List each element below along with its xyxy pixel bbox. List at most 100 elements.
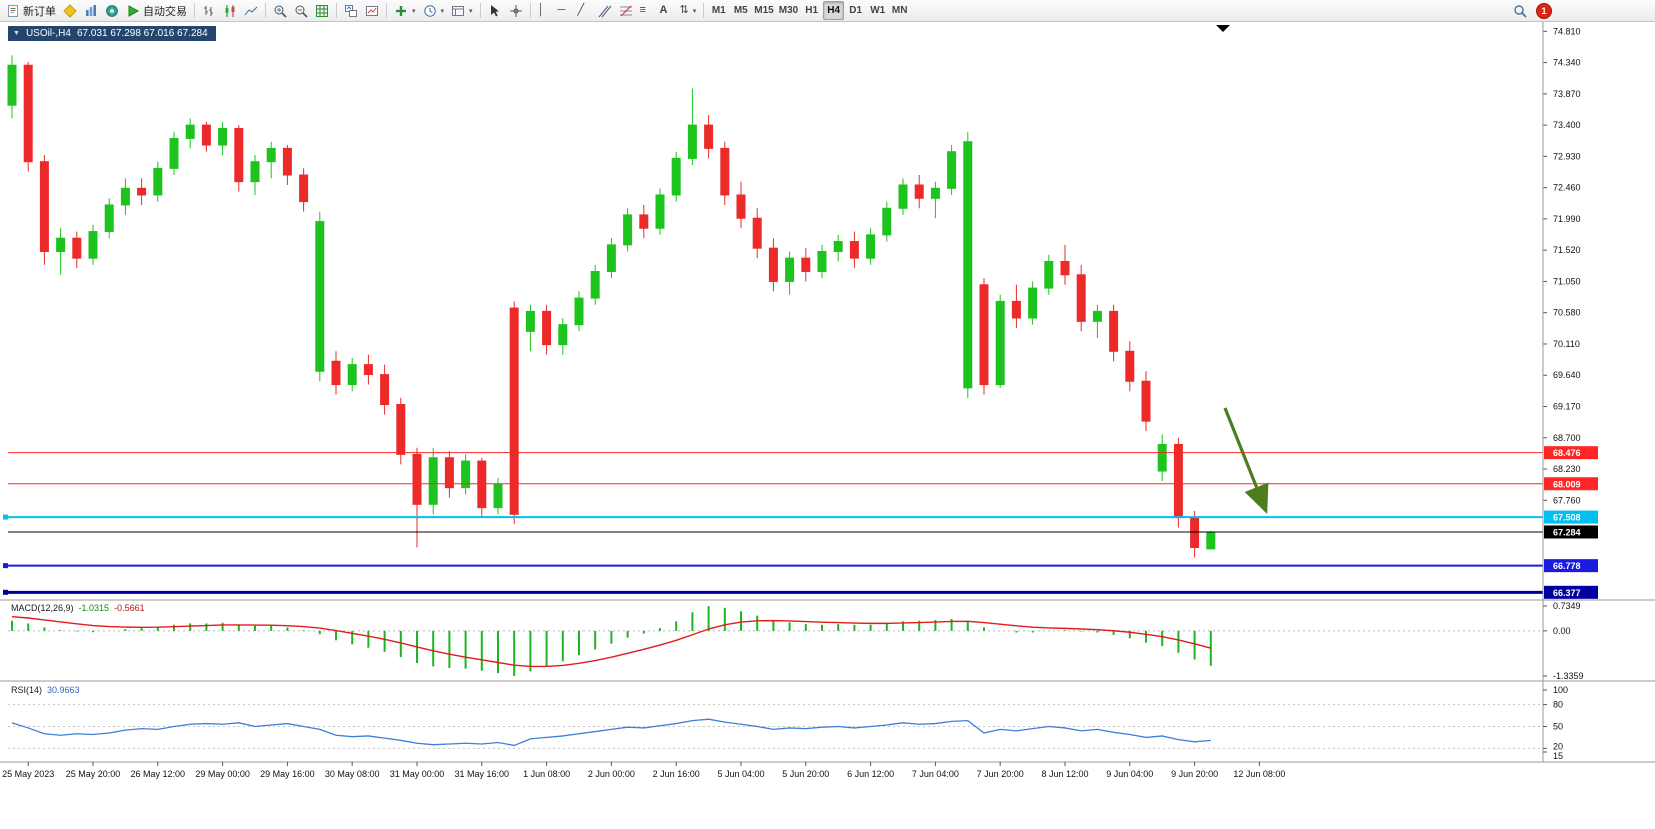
svg-text:12 Jun 08:00: 12 Jun 08:00 [1233, 769, 1285, 779]
svg-text:71.050: 71.050 [1553, 276, 1581, 286]
price-axis[interactable] [1543, 22, 1655, 762]
timeframe-mn-button[interactable]: MN [889, 1, 910, 20]
autotrading-button[interactable]: 自动交易 [123, 1, 190, 20]
zoom-out-icon [295, 5, 308, 18]
svg-text:9 Jun 04:00: 9 Jun 04:00 [1106, 769, 1153, 779]
svg-text:6 Jun 12:00: 6 Jun 12:00 [847, 769, 894, 779]
market-watch-icon [86, 4, 96, 16]
chevron-down-icon: ▾ [440, 7, 445, 15]
svg-text:69.640: 69.640 [1553, 370, 1581, 380]
svg-text:72.930: 72.930 [1553, 151, 1581, 161]
timeframe-m1-button[interactable]: M1 [708, 1, 729, 20]
crosshair-button[interactable] [506, 1, 526, 20]
svg-text:2 Jun 00:00: 2 Jun 00:00 [588, 769, 635, 779]
crosshair-icon [509, 4, 522, 17]
svg-text:74.810: 74.810 [1553, 26, 1581, 36]
autotrading-label: 自动交易 [143, 5, 187, 18]
chevron-down-icon: ▾ [469, 7, 473, 15]
trendline-button[interactable]: ╱ [575, 1, 594, 20]
chevron-down-icon: ▾ [412, 7, 416, 15]
new-chart-icon [366, 5, 378, 16]
chart-ohlc-values: 67.031 67.298 67.016 67.284 [76, 28, 208, 39]
toolbar-separator [336, 3, 337, 18]
timeframe-m30-button[interactable]: M30 [777, 1, 800, 20]
zoom-in-icon [274, 5, 287, 18]
horizontal-line-button[interactable]: ─ [555, 1, 574, 20]
channel-button[interactable] [595, 1, 615, 20]
tile-windows-button[interactable] [341, 1, 361, 20]
chart-symbol-period: USOil-,H4 [25, 28, 71, 39]
metaeditor-button[interactable] [60, 1, 80, 20]
svg-text:29 May 16:00: 29 May 16:00 [260, 769, 315, 779]
indicators-button[interactable]: ▾ [391, 1, 419, 20]
new-order-icon [8, 4, 18, 17]
grid-button[interactable] [312, 1, 332, 20]
svg-text:8 Jun 12:00: 8 Jun 12:00 [1041, 769, 1088, 779]
shapes-icon: ≡ [639, 4, 646, 16]
cursor-button[interactable] [485, 1, 505, 20]
svg-text:30 May 08:00: 30 May 08:00 [325, 769, 380, 779]
chart-shift-marker[interactable] [1216, 25, 1230, 32]
text-button[interactable]: A [657, 1, 676, 20]
timeframe-d1-button[interactable]: D1 [845, 1, 866, 20]
line-chart-button[interactable] [241, 1, 261, 20]
timeframe-m5-button[interactable]: M5 [730, 1, 751, 20]
toolbar-separator [479, 3, 481, 18]
shapes-button[interactable]: ≡ [637, 1, 656, 20]
macd-signal-value: -0.5661 [114, 603, 145, 613]
svg-text:66.377: 66.377 [1553, 588, 1581, 598]
svg-text:74.340: 74.340 [1553, 58, 1581, 68]
svg-text:73.400: 73.400 [1553, 120, 1581, 130]
svg-text:7 Jun 20:00: 7 Jun 20:00 [977, 769, 1024, 779]
periods-button[interactable]: ▾ [420, 1, 448, 20]
autotrading-icon [128, 4, 140, 17]
arrows-button[interactable]: ⇅ ▾ [677, 1, 700, 20]
svg-text:26 May 12:00: 26 May 12:00 [131, 769, 186, 779]
svg-text:-1.3359: -1.3359 [1553, 671, 1584, 681]
timeframe-w1-button[interactable]: W1 [867, 1, 888, 20]
indicators-icon [396, 5, 406, 16]
arrows-icon: ⇅ [679, 4, 689, 16]
zoom-out-button[interactable] [291, 1, 311, 20]
timeframe-m15-button[interactable]: M15 [752, 1, 775, 20]
bar-chart-button[interactable] [199, 1, 219, 20]
macd-name: MACD(12,26,9) [11, 603, 74, 613]
channel-icon [598, 5, 611, 17]
svg-text:31 May 00:00: 31 May 00:00 [390, 769, 445, 779]
vertical-line-icon: │ [537, 4, 545, 16]
vertical-line-button[interactable]: │ [535, 1, 554, 20]
macd-label: MACD(12,26,9) -1.0315 -0.5661 [11, 603, 145, 613]
svg-text:1 Jun 08:00: 1 Jun 08:00 [523, 769, 570, 779]
search-button[interactable] [1510, 1, 1530, 20]
chart-title-bar[interactable]: ▼ USOil-,H4 67.031 67.298 67.016 67.284 [8, 26, 216, 41]
timeframe-h4-button[interactable]: H4 [823, 1, 845, 20]
svg-text:20: 20 [1553, 741, 1563, 751]
chart-canvas[interactable]: 74.810 74.340 73.870 73.400 72.930 72.460 71.9… [0, 22, 1655, 829]
timeframe-h1-button[interactable]: H1 [801, 1, 822, 20]
new-chart-button[interactable] [362, 1, 382, 20]
svg-text:68.009: 68.009 [1553, 479, 1581, 489]
svg-text:2 Jun 16:00: 2 Jun 16:00 [653, 769, 700, 779]
annotation-arrow[interactable] [1223, 407, 1269, 514]
horizontal-line-icon: ─ [557, 4, 566, 16]
svg-text:5 Jun 04:00: 5 Jun 04:00 [717, 769, 764, 779]
zoom-in-button[interactable] [270, 1, 290, 20]
svg-text:68.230: 68.230 [1553, 464, 1581, 474]
fibonacci-button[interactable] [616, 1, 636, 20]
svg-text:67.508: 67.508 [1553, 513, 1581, 523]
svg-text:50: 50 [1553, 721, 1563, 731]
chevron-down-icon: ▾ [692, 7, 697, 15]
chart-workspace: 74.810 74.340 73.870 73.400 72.930 72.460 71.9… [0, 22, 1655, 829]
templates-button[interactable]: ▾ [448, 1, 476, 20]
text-icon: A [659, 4, 668, 16]
svg-text:15: 15 [1553, 751, 1563, 761]
svg-text:0.7349: 0.7349 [1553, 601, 1581, 611]
navigator-button[interactable] [102, 1, 122, 20]
fibonacci-icon [619, 5, 632, 16]
market-watch-button[interactable] [81, 1, 101, 20]
svg-text:29 May 00:00: 29 May 00:00 [195, 769, 250, 779]
new-order-button[interactable]: 新订单 [3, 1, 59, 20]
notification-badge[interactable]: 1 [1536, 2, 1552, 19]
tile-windows-icon [345, 4, 357, 17]
candlestick-chart-button[interactable] [220, 1, 240, 20]
